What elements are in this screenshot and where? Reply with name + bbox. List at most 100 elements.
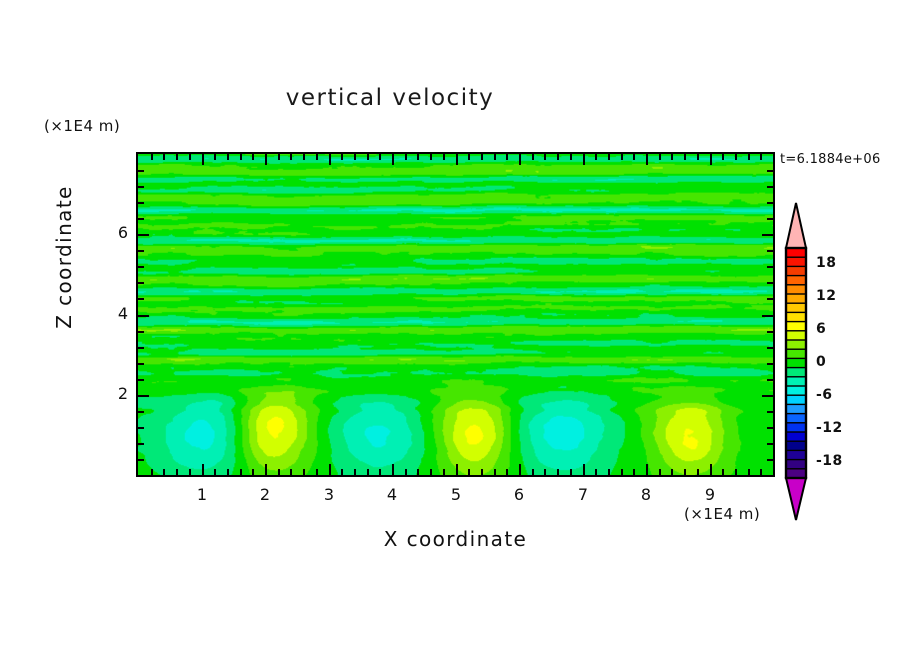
colorbar-band (785, 440, 807, 452)
x-tick-label: 6 (513, 485, 525, 504)
x-tick (646, 464, 648, 475)
y-tick (767, 347, 773, 349)
x-tick (735, 154, 737, 160)
y-axis-title: Z coordinate (52, 185, 76, 329)
colorbar-band (785, 330, 807, 342)
x-tick (163, 469, 165, 475)
x-tick (671, 154, 673, 160)
x-tick (570, 469, 572, 475)
x-tick (151, 154, 153, 160)
x-tick (760, 154, 762, 160)
x-tick (494, 154, 496, 160)
colorbar-tick-label: 12 (816, 288, 837, 305)
colorbar-band (785, 394, 807, 406)
y-tick (767, 218, 773, 220)
x-tick (329, 154, 331, 165)
y-tick (138, 315, 149, 317)
colorbar-under-arrow (784, 477, 808, 521)
x-tick (519, 464, 521, 475)
x-tick (189, 469, 191, 475)
y-tick-label: 2 (117, 384, 128, 403)
colorbar-band (785, 265, 807, 277)
y-tick (138, 347, 144, 349)
x-tick (392, 464, 394, 475)
x-tick (367, 469, 369, 475)
x-tick (468, 154, 470, 160)
colorbar-band (785, 256, 807, 268)
colorbar-band (785, 366, 807, 378)
colorbar-band (785, 357, 807, 369)
y-tick (767, 411, 773, 413)
x-tick (557, 469, 559, 475)
x-tick (684, 469, 686, 475)
x-tick-label: 9 (704, 485, 716, 504)
x-tick (519, 154, 521, 165)
x-tick (430, 469, 432, 475)
x-tick (303, 469, 305, 475)
x-tick-label: 8 (640, 485, 652, 504)
x-tick (621, 154, 623, 160)
x-tick (278, 154, 280, 160)
page-title: vertical velocity (285, 85, 495, 111)
x-tick (722, 154, 724, 160)
y-tick (767, 298, 773, 300)
x-tick-label: 4 (386, 485, 398, 504)
x-tick (354, 469, 356, 475)
colorbar-over-arrow (784, 202, 808, 249)
colorbar-band (785, 311, 807, 323)
x-tick (405, 469, 407, 475)
y-tick (767, 459, 773, 461)
colorbar-band (785, 412, 807, 424)
y-tick (138, 234, 149, 236)
x-tick (608, 469, 610, 475)
y-tick (138, 202, 144, 204)
x-tick (202, 464, 204, 475)
y-tick (767, 427, 773, 429)
x-tick (494, 469, 496, 475)
x-tick (392, 154, 394, 165)
y-tick (138, 282, 144, 284)
y-tick (767, 202, 773, 204)
z-axis-units-label: (×1E4 m) (44, 117, 121, 135)
x-tick (316, 154, 318, 160)
colorbar-tick-label: 6 (816, 321, 827, 338)
y-tick (138, 379, 144, 381)
x-tick (583, 154, 585, 165)
colorbar-tick-label: -6 (816, 386, 833, 403)
x-tick (176, 469, 178, 475)
y-tick (767, 186, 773, 188)
x-tick (481, 154, 483, 160)
x-tick (265, 154, 267, 165)
y-tick (138, 443, 144, 445)
x-tick (468, 469, 470, 475)
y-tick (767, 363, 773, 365)
x-tick (595, 154, 597, 160)
x-tick (481, 469, 483, 475)
x-tick (202, 154, 204, 165)
colorbar-outline (784, 246, 808, 480)
x-axis-title: X coordinate (383, 527, 528, 551)
x-tick-label: 2 (259, 485, 271, 504)
x-tick (684, 154, 686, 160)
x-tick (659, 154, 661, 160)
x-tick (760, 469, 762, 475)
x-tick (443, 154, 445, 160)
x-tick (735, 469, 737, 475)
x-tick (163, 154, 165, 160)
y-tick (762, 234, 773, 236)
colorbar-band (785, 247, 807, 259)
y-tick (762, 315, 773, 317)
x-tick (748, 154, 750, 160)
x-tick (316, 469, 318, 475)
y-tick (138, 459, 144, 461)
x-tick (710, 464, 712, 475)
x-tick (659, 469, 661, 475)
x-tick (443, 469, 445, 475)
y-tick (767, 250, 773, 252)
x-tick (189, 154, 191, 160)
y-tick-label: 4 (117, 304, 128, 323)
x-tick (633, 469, 635, 475)
y-tick (767, 170, 773, 172)
x-tick (367, 154, 369, 160)
x-tick-label: 1 (196, 485, 208, 504)
